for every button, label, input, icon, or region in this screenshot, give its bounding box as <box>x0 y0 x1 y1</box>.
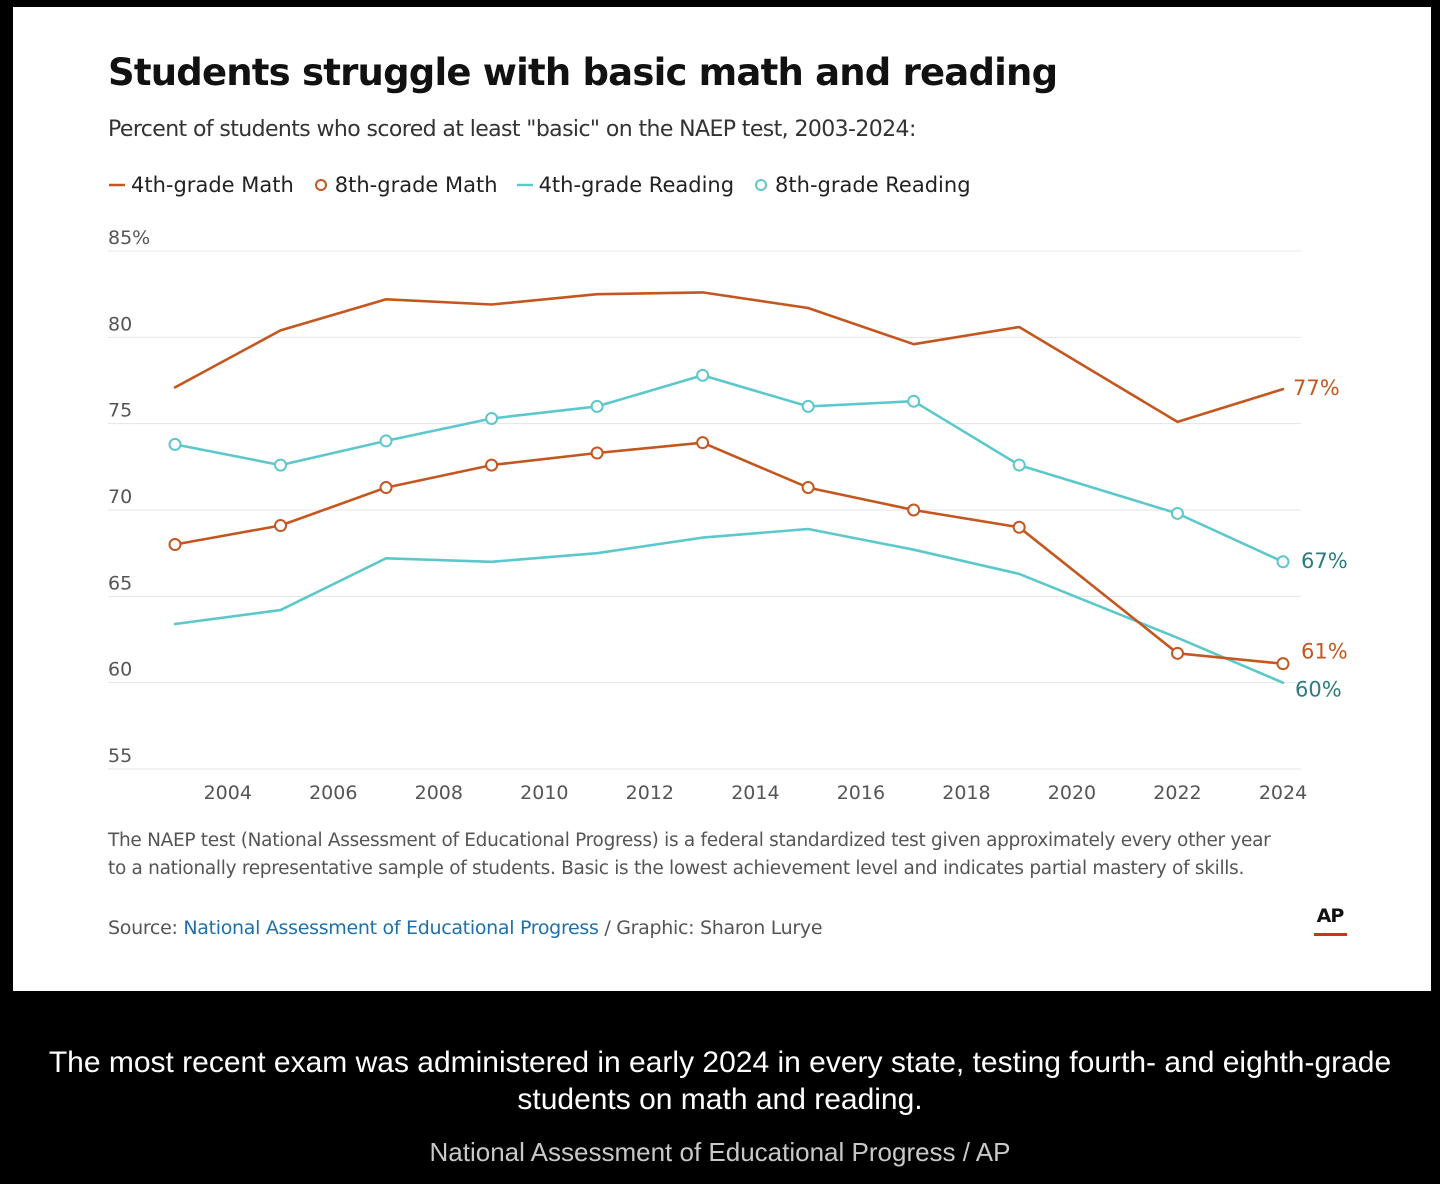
data-point <box>1170 646 1184 660</box>
legend-label: 4th-grade Math <box>131 173 294 197</box>
end-value-label: 77% <box>1293 376 1340 400</box>
legend-item-4th-grade-reading: 4th-grade Reading <box>516 173 734 197</box>
data-point <box>485 458 499 472</box>
legend-line-swatch-icon <box>516 183 533 187</box>
x-tick-label: 2004 <box>204 782 252 804</box>
data-point <box>907 394 921 408</box>
x-tick-label: 2022 <box>1153 782 1201 804</box>
data-point <box>485 411 499 425</box>
data-point <box>274 519 288 533</box>
data-point <box>1276 555 1290 569</box>
source-line: Source: National Assessment of Education… <box>108 917 823 939</box>
legend-circle-swatch-icon <box>755 179 768 191</box>
y-tick-label: 55 <box>108 745 132 767</box>
photo-caption: The most recent exam was administered in… <box>48 1046 1392 1116</box>
x-tick-label: 2008 <box>415 782 463 804</box>
x-tick-label: 2024 <box>1259 782 1307 804</box>
ap-logo-underline <box>1314 933 1347 936</box>
legend-label: 8th-grade Math <box>334 173 498 197</box>
series-line <box>173 291 1285 424</box>
legend-line-swatch-icon <box>109 183 125 187</box>
chart-note: The NAEP test (National Assessment of Ed… <box>108 830 1271 879</box>
chart-card: Students struggle with basic math and re… <box>13 7 1431 991</box>
y-tick-label: 65 <box>108 572 132 594</box>
end-value-label: 60% <box>1295 678 1342 702</box>
legend-label: 8th-grade Reading <box>775 173 971 197</box>
chart-subtitle: Percent of students who scored at least … <box>108 117 916 142</box>
legend-label: 4th-grade Reading <box>538 173 735 197</box>
x-tick-label: 2018 <box>942 782 990 804</box>
data-point <box>696 436 710 450</box>
y-tick-label: 85% <box>108 227 150 249</box>
line-chart: 85% 80 75 70 65 60 55 2004 2006 2008 2010 2012 2014 2… <box>108 227 1348 804</box>
legend-item-8th-grade-math: 8th-grade Math <box>312 173 498 197</box>
chart-title: Students struggle with basic math and re… <box>108 51 1058 94</box>
x-tick-label: 2014 <box>731 782 779 804</box>
legend-item-4th-grade-math: 4th-grade Math <box>108 173 294 197</box>
data-point <box>1276 657 1290 671</box>
data-point <box>1012 520 1026 534</box>
data-point <box>801 481 815 495</box>
photo-credit: National Assessment of Educational Progr… <box>429 1137 1011 1167</box>
data-point <box>590 446 604 460</box>
series-line <box>173 441 1285 666</box>
data-point <box>907 503 921 517</box>
end-value-label: 67% <box>1301 549 1348 573</box>
source-link[interactable]: National Assessment of Educational Progr… <box>183 917 599 939</box>
data-point <box>274 458 288 472</box>
source-suffix: / Graphic: Sharon Lurye <box>598 917 823 939</box>
x-tick-label: 2016 <box>837 782 885 804</box>
y-tick-label: 70 <box>108 486 132 508</box>
end-value-label: 61% <box>1301 640 1348 664</box>
chart-legend: 4th-grade Math 8th-grade Math 4th-grade … <box>108 170 989 200</box>
source-prefix: Source: <box>108 917 184 939</box>
data-point <box>168 538 182 552</box>
data-point <box>696 368 710 382</box>
data-point <box>590 399 604 413</box>
x-tick-label: 2012 <box>626 782 674 804</box>
x-tick-label: 2020 <box>1048 782 1096 804</box>
data-point <box>1012 458 1026 472</box>
series-line <box>173 527 1285 685</box>
data-point <box>379 434 393 448</box>
data-point <box>168 437 182 451</box>
ap-logo: AP <box>1316 905 1345 927</box>
series-line <box>173 373 1285 564</box>
y-tick-label: 75 <box>108 400 132 422</box>
x-tick-label: 2010 <box>520 782 568 804</box>
data-point <box>801 399 815 413</box>
y-tick-label: 80 <box>108 313 132 335</box>
legend-item-8th-grade-reading: 8th-grade Reading <box>752 173 971 197</box>
data-point <box>1170 506 1184 520</box>
data-point <box>379 481 393 495</box>
y-tick-label: 60 <box>108 659 132 681</box>
x-tick-label: 2006 <box>309 782 357 804</box>
legend-circle-swatch-icon <box>314 179 327 191</box>
